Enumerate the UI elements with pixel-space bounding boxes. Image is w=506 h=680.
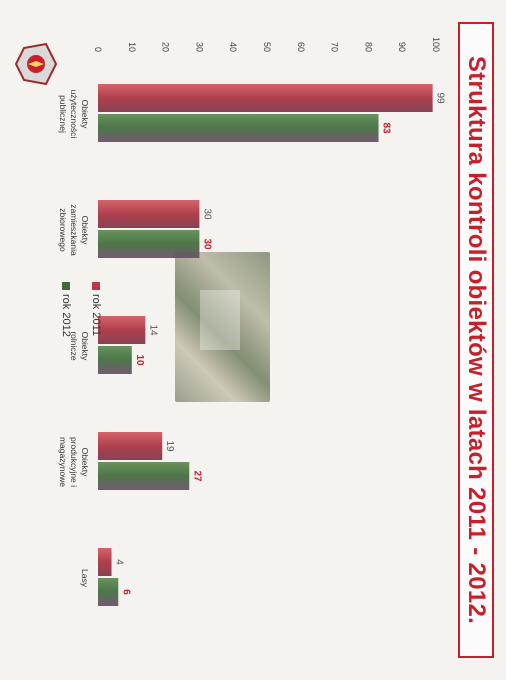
y-tick-label: 50 <box>262 42 272 52</box>
legend-label-2012: rok 2012 <box>60 294 72 337</box>
legend-item-2012: rok 2012 <box>60 282 72 337</box>
x-tick-label: rolnicze <box>69 331 79 361</box>
bar-2011 <box>98 316 146 344</box>
data-label: 99 <box>435 92 446 104</box>
x-tick-label: zamieszkania <box>69 204 79 256</box>
y-tick-label: 40 <box>228 42 238 52</box>
bar-2012 <box>98 462 190 490</box>
data-label: 19 <box>164 440 175 452</box>
fire-service-emblem-icon <box>14 42 58 86</box>
data-label: 30 <box>201 238 212 250</box>
bar-2012 <box>97 230 200 258</box>
x-tick-label: użyteczności <box>69 90 79 139</box>
data-label: 14 <box>147 324 158 336</box>
y-tick-label: 100 <box>431 37 441 52</box>
bar-2012 <box>97 114 379 142</box>
legend-item-2011: rok 2011 <box>90 282 102 336</box>
y-tick-label: 20 <box>161 42 171 52</box>
x-tick-label: Obiekty <box>80 100 90 130</box>
x-tick-label: zbiorowego <box>58 208 68 252</box>
legend-swatch-2012 <box>62 282 70 290</box>
x-tick-label: produkcyjne i <box>69 437 79 487</box>
data-label: 27 <box>191 470 202 482</box>
x-tick-label: publicznej <box>58 95 68 133</box>
x-tick-label: Obiekty <box>80 448 90 478</box>
data-label: 4 <box>114 559 125 565</box>
bar-2011 <box>97 548 112 576</box>
data-label: 30 <box>201 208 212 220</box>
legend-label-2011: rok 2011 <box>90 294 102 336</box>
bar-2012 <box>97 578 119 606</box>
y-tick-label: 90 <box>397 42 407 52</box>
x-tick-label: Lasy <box>80 569 90 588</box>
y-tick-label: 10 <box>127 42 137 52</box>
data-label: 10 <box>134 354 145 366</box>
legend-swatch-2011 <box>92 282 100 290</box>
x-tick-label: magazynowe <box>58 437 68 487</box>
data-label: 83 <box>381 122 392 134</box>
bar-2011 <box>97 200 200 228</box>
bars-group: 99 83 30 30 14 10 19 27 4 6 <box>97 84 446 606</box>
y-tick-label: 30 <box>194 42 204 52</box>
x-axis-labels: ObiektyużytecznościpublicznejObiektyzami… <box>58 90 90 588</box>
y-tick-label: 60 <box>296 42 306 52</box>
x-tick-label: Obiekty <box>80 216 90 246</box>
bar-2012 <box>97 346 132 374</box>
bar-2011 <box>98 84 433 112</box>
y-tick-label: 80 <box>363 42 373 52</box>
data-label: 6 <box>120 589 131 595</box>
bar-2011 <box>98 432 163 460</box>
y-axis: 0 10 20 30 40 50 60 70 80 90 100 <box>93 37 441 52</box>
y-tick-label: 70 <box>330 42 340 52</box>
x-tick-label: Obiekty <box>80 332 90 362</box>
y-tick-label: 0 <box>93 47 103 52</box>
